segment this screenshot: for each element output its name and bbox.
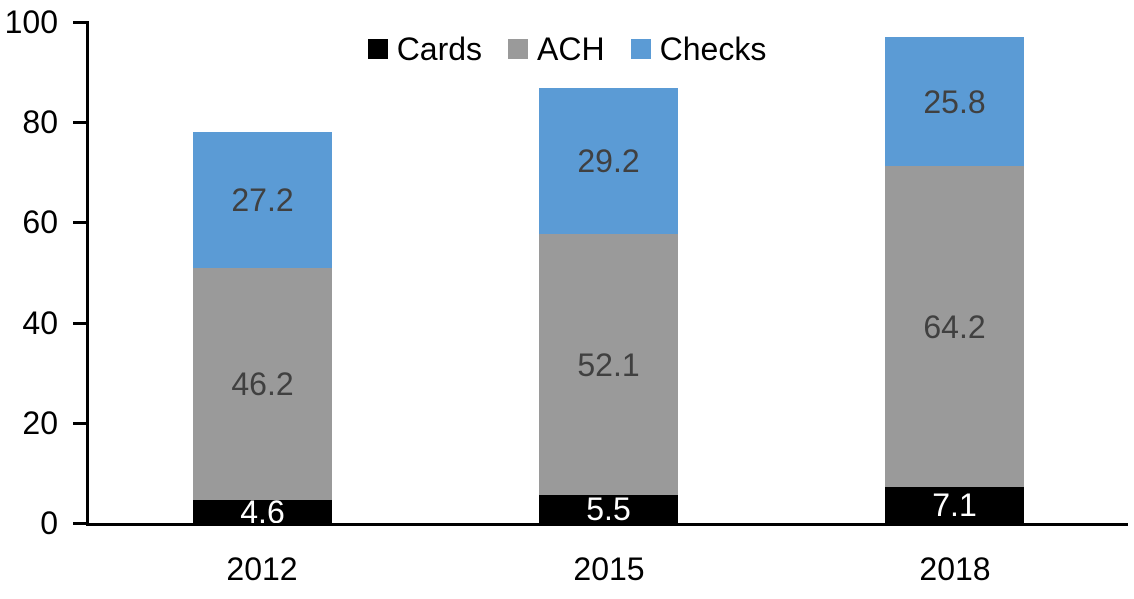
legend-item-checks: Checks [630,31,767,67]
legend-swatch-cards [367,39,388,59]
data-label-checks-2015: 29.2 [577,143,640,179]
data-label-ach-2018: 64.2 [923,308,986,345]
bar-segment-cards-2018: 7.1 [885,487,1024,523]
y-axis-line [86,21,89,526]
y-axis-tick [73,21,86,24]
data-label-cards-2015: 5.5 [586,491,631,527]
bar-segment-ach-2015: 52.1 [539,234,678,495]
legend-item-ach: ACH [508,33,605,65]
y-axis-tick-label: 80 [22,104,58,140]
data-label-ach-2015: 52.1 [577,346,640,383]
data-label-checks-2012: 27.2 [231,182,294,218]
y-axis-tick [73,522,86,525]
bar-segment-checks-2012: 27.2 [193,132,332,268]
legend-label-ach: ACH [537,31,605,67]
legend: Cards ACH Checks [0,33,1134,65]
y-axis-tick [73,322,86,325]
y-axis-tick [73,121,86,124]
bar-segment-checks-2015: 29.2 [539,88,678,234]
data-label-cards-2018: 7.1 [932,487,977,523]
data-label-checks-2018: 25.8 [923,83,986,120]
y-axis-tick-label: 100 [4,4,58,40]
x-axis-line [86,523,1128,526]
bar-segment-cards-2012: 4.6 [193,496,332,528]
y-axis-tick [73,221,86,224]
legend-label-cards: Cards [396,31,483,67]
x-axis-label-2018: 2018 [919,551,991,587]
x-axis-label-2015: 2015 [573,551,645,587]
y-axis-tick-label: 40 [22,305,58,341]
bar-segment-cards-2015: 5.5 [539,491,678,527]
bar-segment-ach-2012: 46.2 [193,268,332,500]
data-label-cards-2012: 4.6 [240,493,285,530]
legend-swatch-checks [630,39,651,59]
x-axis-label-2012: 2012 [226,551,298,587]
y-axis-tick [73,422,86,425]
legend-swatch-ach [508,39,529,59]
y-axis-tick-label: 60 [22,204,58,240]
y-axis-tick-label: 0 [40,505,58,541]
y-axis-tick-label: 20 [22,405,58,441]
legend-item-cards: Cards [367,31,483,67]
legend-label-checks: Checks [659,31,767,67]
bar-segment-checks-2018: 25.8 [885,37,1024,166]
bar-segment-ach-2018: 64.2 [885,166,1024,487]
data-label-ach-2012: 46.2 [231,366,294,402]
